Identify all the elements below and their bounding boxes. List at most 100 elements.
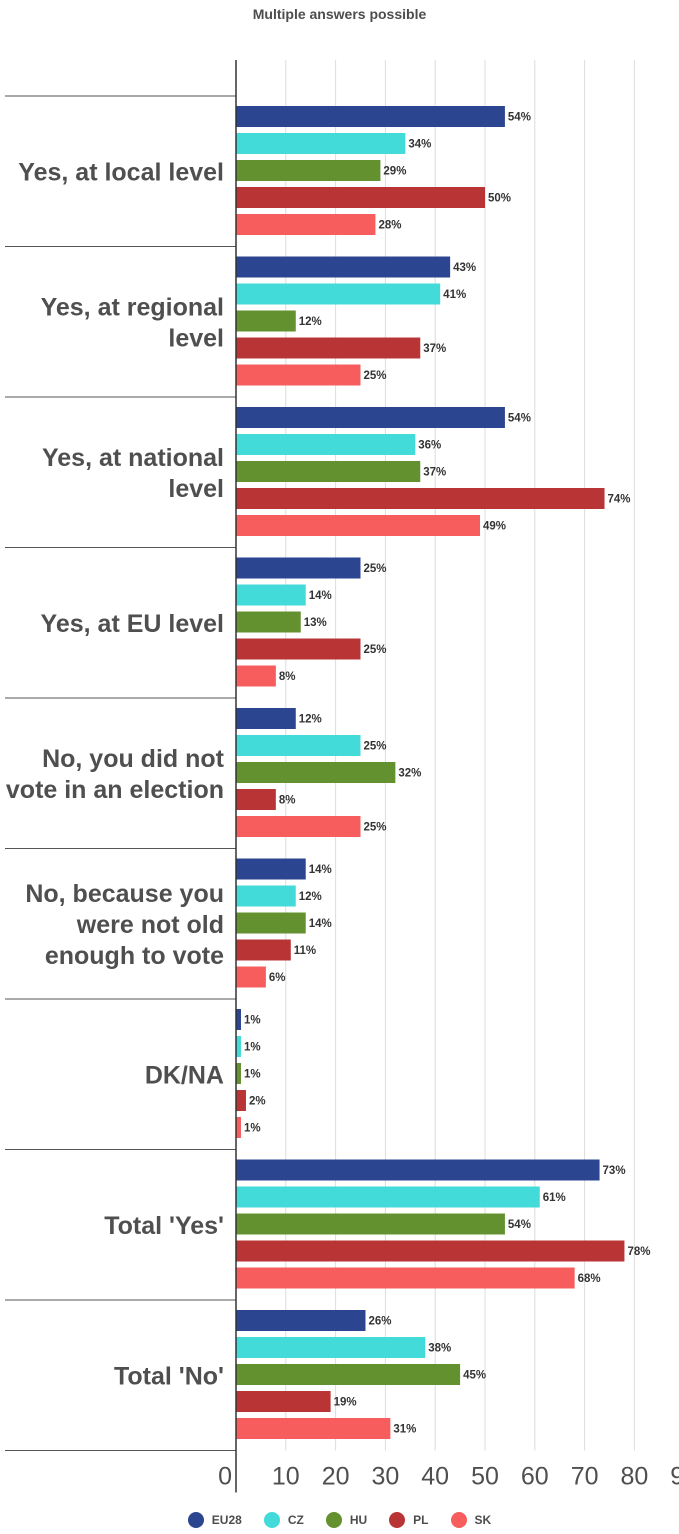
x-tick-label: 0 <box>218 1463 232 1491</box>
data-label: 38% <box>428 1343 451 1355</box>
data-label: 14% <box>309 590 332 602</box>
data-label: 12% <box>299 316 322 328</box>
bar-pl <box>236 789 276 810</box>
data-label: 8% <box>279 795 296 807</box>
x-tick-label: 20 <box>322 1463 350 1491</box>
bar-hu <box>236 762 396 783</box>
legend-item-pl[interactable]: PL <box>389 1512 429 1528</box>
data-label: 32% <box>398 768 421 780</box>
legend-swatch <box>263 1512 280 1528</box>
x-tick-label: 30 <box>371 1463 399 1491</box>
bar-pl <box>236 1240 625 1262</box>
data-label: 25% <box>364 370 387 382</box>
data-label: 78% <box>627 1246 650 1258</box>
legend-label: EU28 <box>211 1513 242 1527</box>
data-label: 1% <box>244 1123 261 1135</box>
x-tick-label: 40 <box>421 1463 449 1491</box>
bar-sk <box>236 515 481 536</box>
category-label: No, because you <box>25 880 224 908</box>
bar-hu <box>236 1213 505 1235</box>
data-label: 49% <box>483 521 506 533</box>
data-label: 54% <box>508 413 531 425</box>
data-label: 2% <box>249 1096 266 1108</box>
data-label: 43% <box>453 262 476 274</box>
bar-cz <box>236 735 361 756</box>
data-label: 37% <box>423 467 446 479</box>
bar-hu <box>236 1063 241 1084</box>
data-label: 31% <box>393 1424 416 1436</box>
bar-hu <box>236 912 306 934</box>
legend: EU28 CZ HU PL SK <box>0 1512 679 1528</box>
bar-sk <box>236 1267 575 1289</box>
bar-hu <box>236 461 421 482</box>
bar-sk <box>236 1117 241 1138</box>
bar-hu <box>236 1364 461 1385</box>
data-label: 13% <box>304 617 327 629</box>
data-label: 6% <box>269 972 286 984</box>
legend-swatch <box>187 1512 204 1528</box>
bar-sk <box>236 816 361 837</box>
bar-cz <box>236 133 406 154</box>
bar-hu <box>236 310 296 332</box>
category-label: were not old <box>76 911 224 939</box>
chart-subtitle: Multiple answers possible <box>252 6 427 22</box>
bar-sk <box>236 1418 391 1439</box>
bar-eu28 <box>236 1310 366 1331</box>
data-label: 50% <box>488 193 511 205</box>
legend-label: HU <box>349 1513 368 1527</box>
category-label: vote in an election <box>6 776 224 804</box>
bar-eu28 <box>236 858 306 880</box>
bar-cz <box>236 1186 540 1208</box>
bar-sk <box>236 966 266 988</box>
category-label: No, you did not <box>42 745 225 773</box>
bar-hu <box>236 160 381 181</box>
data-label: 8% <box>279 671 296 683</box>
legend-swatch <box>389 1512 406 1528</box>
data-label: 12% <box>299 891 322 903</box>
data-label: 37% <box>423 343 446 355</box>
data-label: 1% <box>244 1069 261 1081</box>
x-tick-label: 80 <box>620 1463 648 1491</box>
data-label: 74% <box>608 494 631 506</box>
bar-cz <box>236 434 416 455</box>
x-tick-label: 50 <box>471 1463 499 1491</box>
category-label: Yes, at local level <box>18 158 224 186</box>
data-label: 41% <box>443 289 466 301</box>
bar-pl <box>236 1090 246 1111</box>
data-label: 1% <box>244 1015 261 1027</box>
bar-pl <box>236 638 361 660</box>
data-label: 25% <box>364 741 387 753</box>
bar-eu28 <box>236 106 505 127</box>
category-label: Yes, at national <box>42 444 224 472</box>
legend-item-sk[interactable]: SK <box>450 1512 491 1528</box>
bar-eu28 <box>236 407 505 428</box>
data-label: 34% <box>408 139 431 151</box>
bar-hu <box>236 611 301 633</box>
data-label: 14% <box>309 864 332 876</box>
bar-chart: 54% 34% 29% 50% 28% Yes, at local level 43% 41%… <box>5 60 679 1493</box>
x-tick-label: 70 <box>571 1463 599 1491</box>
legend-item-hu[interactable]: HU <box>325 1512 368 1528</box>
bar-eu28 <box>236 708 296 729</box>
data-label: 68% <box>578 1273 601 1285</box>
x-tick-label: 60 <box>521 1463 549 1491</box>
legend-item-eu28[interactable]: EU28 <box>187 1512 242 1528</box>
legend-swatch <box>325 1512 342 1528</box>
category-label: level <box>168 475 224 503</box>
data-label: 12% <box>299 714 322 726</box>
data-label: 28% <box>378 220 401 232</box>
bar-pl <box>236 187 485 208</box>
bar-pl <box>236 939 291 961</box>
data-label: 25% <box>364 644 387 656</box>
data-label: 26% <box>368 1316 391 1328</box>
category-label: Yes, at regional <box>41 293 224 321</box>
bar-sk <box>236 214 376 235</box>
category-label: Total 'No' <box>114 1362 224 1390</box>
data-label: 36% <box>418 440 441 452</box>
data-label: 19% <box>334 1397 357 1409</box>
x-tick-label: 90 <box>670 1463 679 1491</box>
legend-item-cz[interactable]: CZ <box>263 1512 304 1528</box>
bar-sk <box>236 665 276 687</box>
bar-cz <box>236 1337 426 1358</box>
category-label: DK/NA <box>145 1061 224 1089</box>
